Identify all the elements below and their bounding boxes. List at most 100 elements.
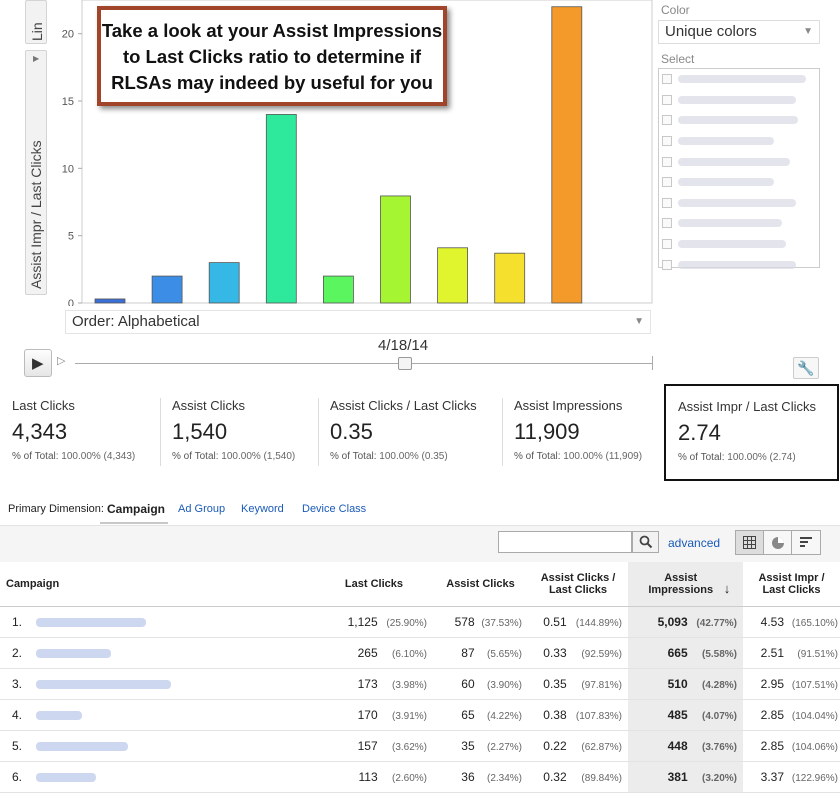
- search-button[interactable]: [632, 531, 659, 553]
- select-list-item[interactable]: [659, 69, 819, 90]
- tab-campaign[interactable]: Campaign: [107, 502, 166, 516]
- assist-ratio-cell: 0.32 (89.84%): [528, 761, 628, 793]
- assist-impressions-cell: 485 (4.07%): [628, 699, 743, 731]
- cell-pct: (92.59%): [581, 648, 622, 660]
- column-header-campaign[interactable]: Campaign: [0, 562, 333, 607]
- timeline-handle[interactable]: [398, 357, 412, 370]
- triangle-right-icon: ▶: [33, 54, 40, 63]
- column-header-assist-ratio[interactable]: Assist Clicks / Last Clicks: [528, 562, 628, 607]
- settings-wrench-button[interactable]: 🔧: [793, 357, 819, 379]
- select-list-item[interactable]: [659, 131, 819, 152]
- blurred-campaign-link[interactable]: [36, 679, 171, 689]
- select-list-item[interactable]: [659, 254, 819, 275]
- table-row[interactable]: 6. 113 (2.60%) 36 (2.34%) 0.32 (89.84%) 381 …: [0, 761, 840, 793]
- cell-pct: (42.77%): [696, 617, 737, 629]
- assist-impressions-cell: 448 (3.76%): [628, 730, 743, 762]
- checkbox[interactable]: [662, 156, 672, 167]
- select-list-item[interactable]: [659, 151, 819, 172]
- checkbox[interactable]: [662, 239, 672, 250]
- cell-pct: (5.58%): [701, 648, 737, 660]
- cell-pct: (165.10%): [791, 617, 838, 629]
- cell-pct: (37.53%): [481, 617, 522, 629]
- tab-keyword[interactable]: Keyword: [241, 503, 284, 515]
- wrench-icon: 🔧: [797, 360, 815, 376]
- select-list-item[interactable]: [659, 193, 819, 214]
- pie-view-button[interactable]: [764, 531, 792, 554]
- campaign-cell[interactable]: 4.: [0, 699, 333, 731]
- campaign-cell[interactable]: 1.: [0, 606, 333, 638]
- column-header-label: Assist Impressions: [648, 571, 714, 596]
- checkbox[interactable]: [662, 177, 672, 188]
- metric-assist-clicks[interactable]: Assist Clicks 1,540 % of Total: 100.00% …: [160, 388, 318, 476]
- cell-pct: (62.87%): [581, 741, 622, 753]
- campaign-cell[interactable]: 5.: [0, 730, 333, 762]
- metric-pct-label: % of Total:: [678, 452, 725, 463]
- timeline-end-tick: [652, 356, 653, 370]
- cell-pct: (3.90%): [486, 679, 522, 691]
- checkbox[interactable]: [662, 136, 672, 147]
- timeline-track[interactable]: [75, 363, 653, 364]
- order-dropdown[interactable]: Order: Alphabetical ▼: [65, 310, 651, 334]
- blurred-campaign-link[interactable]: [36, 617, 146, 627]
- table-row[interactable]: 3. 173 (3.98%) 60 (3.90%) 0.35 (97.81%) 510 …: [0, 668, 840, 700]
- cell-value: 87: [461, 645, 475, 660]
- assist-clicks-cell: 578 (37.53%): [433, 606, 528, 638]
- bar-5: [322, 275, 354, 304]
- data-table: Campaign Last Clicks Assist Clicks Assis…: [0, 562, 840, 793]
- select-list-item[interactable]: [659, 90, 819, 111]
- table-row[interactable]: 1. 1,125 (25.90%) 578 (37.53%) 0.51 (144.89…: [0, 606, 840, 638]
- metric-pct-label: % of Total:: [172, 451, 219, 462]
- select-label: Select: [661, 52, 695, 66]
- column-header-last-clicks[interactable]: Last Clicks: [333, 562, 433, 607]
- checkbox[interactable]: [662, 259, 672, 270]
- line-chart-tab[interactable]: Lin: [25, 0, 47, 44]
- metric-last-clicks[interactable]: Last Clicks 4,343 % of Total: 100.00% (4…: [0, 388, 160, 476]
- metric-assist-impr-ratio[interactable]: Assist Impr / Last Clicks 2.74 % of Tota…: [664, 384, 839, 481]
- campaign-cell[interactable]: 6.: [0, 761, 333, 793]
- table-row[interactable]: 4. 170 (3.91%) 65 (4.22%) 0.38 (107.83%) 485…: [0, 699, 840, 731]
- blurred-campaign-link[interactable]: [36, 772, 96, 782]
- select-list[interactable]: [658, 68, 820, 270]
- assist-impr-ratio-cell: 2.85 (104.04%): [743, 699, 840, 731]
- bar-view-button[interactable]: [792, 531, 820, 554]
- metric-assist-impressions[interactable]: Assist Impressions 11,909 % of Total: 10…: [502, 388, 662, 476]
- select-list-item[interactable]: [659, 110, 819, 131]
- search-input[interactable]: [498, 531, 632, 553]
- select-list-item[interactable]: [659, 234, 819, 255]
- blurred-campaign-link[interactable]: [36, 741, 128, 751]
- cell-pct: (107.51%): [791, 679, 838, 691]
- metric-value: 4,343: [12, 419, 68, 444]
- tab-ad-group[interactable]: Ad Group: [178, 503, 226, 515]
- assist-impr-ratio-cell: 4.53 (165.10%): [743, 606, 840, 638]
- table-row[interactable]: 2. 265 (6.10%) 87 (5.65%) 0.33 (92.59%) 665 …: [0, 637, 840, 669]
- blurred-campaign-link[interactable]: [36, 648, 111, 658]
- cell-pct: (25.90%): [386, 617, 427, 629]
- metric-assist-ratio[interactable]: Assist Clicks / Last Clicks 0.35 % of To…: [318, 388, 502, 476]
- bar-list-icon: [800, 537, 812, 547]
- select-list-item[interactable]: [659, 213, 819, 234]
- play-button[interactable]: ▶: [24, 349, 52, 377]
- select-list-item[interactable]: [659, 172, 819, 193]
- tab-device-class[interactable]: Device Class: [302, 503, 367, 515]
- checkbox[interactable]: [662, 197, 672, 208]
- checkbox[interactable]: [662, 74, 672, 85]
- y-axis-metric-selector[interactable]: ▶ Assist Impr / Last Clicks: [25, 50, 47, 295]
- table-row[interactable]: 5. 157 (3.62%) 35 (2.27%) 0.22 (62.87%) 448 …: [0, 730, 840, 762]
- campaign-cell[interactable]: 2.: [0, 637, 333, 669]
- color-dropdown[interactable]: Unique colors ▼: [658, 20, 820, 44]
- search-icon: [639, 535, 652, 549]
- blurred-campaign-link[interactable]: [36, 710, 82, 720]
- table-view-button[interactable]: [736, 531, 764, 554]
- cell-value: 3.37: [760, 769, 784, 784]
- column-header-assist-impressions[interactable]: Assist Impressions ↓: [628, 562, 743, 607]
- column-header-assist-clicks[interactable]: Assist Clicks: [433, 562, 528, 607]
- campaign-cell[interactable]: 3.: [0, 668, 333, 700]
- advanced-link[interactable]: advanced: [668, 536, 721, 550]
- trail-toggle-icon[interactable]: ▷: [57, 355, 66, 367]
- bar-2: [151, 275, 183, 304]
- checkbox[interactable]: [662, 218, 672, 229]
- blurred-item-name: [678, 137, 774, 146]
- checkbox[interactable]: [662, 94, 672, 105]
- checkbox[interactable]: [662, 115, 672, 126]
- column-header-assist-impr-ratio[interactable]: Assist Impr / Last Clicks: [743, 562, 840, 607]
